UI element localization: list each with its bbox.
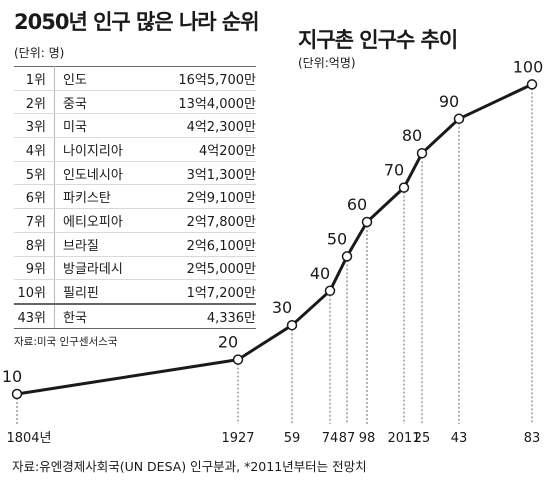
ranking-rank: 6위 [14,184,55,210]
x-tick-label: 1804년 [6,431,51,446]
ranking-population: 2억7,800만 [159,208,256,233]
ranking-population: 2억6,100만 [159,232,256,257]
data-point [286,319,298,331]
value-label: 50 [327,229,347,248]
data-point [341,251,353,262]
ranking-population: 4억2,300만 [159,113,256,139]
series-line [16,83,533,396]
value-label: 40 [310,264,330,283]
ranking-population: 13억4,000만 [159,90,256,115]
ranking-population: 16억5,700만 [159,66,256,91]
value-label: 90 [439,92,459,111]
ranking-population: 2억9,100만 [159,184,256,210]
value-label: 20 [218,333,238,352]
ranking-rank: 9위 [14,256,55,281]
ranking-row: 6위 파키스탄 2억9,100만 [14,184,256,210]
value-label: 10 [2,367,22,386]
ranking-row: 3위 미국 4억2,300만 [14,113,256,139]
ranking-row: 10위 필리핀 1억7,200만 [14,279,256,305]
population-series [11,79,538,400]
ranking-country: 필리핀 [54,279,159,305]
ranking-row: 7위 에티오피아 2억7,800만 [14,208,256,233]
ranking-country: 나이지리아 [54,137,159,162]
ranking-row: 2위 중국 13억4,000만 [14,90,256,115]
ranking-country: 방글라데시 [54,256,159,281]
x-tick-label: 98 [359,431,376,446]
ranking-row: 8위 브라질 2억6,100만 [14,232,256,257]
ranking-population: 1억7,200만 [159,279,256,305]
x-tick-label: 83 [524,431,541,446]
ranking-unit: (단위: 명) [14,46,65,60]
x-tick-label: 1927 [221,431,254,446]
x-tick-label: 2011 [387,431,420,446]
ranking-country: 인도 [54,66,159,91]
ranking-source: 자료:미국 인구센서스국 [14,336,118,348]
data-point [11,388,23,400]
ranking-country: 한국 [54,302,159,329]
ranking-country: 에티오피아 [54,208,159,233]
chart-unit: (단위:억명) [298,56,356,70]
ranking-row: 9위 방글라데시 2억5,000만 [14,256,256,281]
data-point [526,79,538,90]
data-point [361,216,373,228]
value-label: 60 [347,195,367,214]
x-tick-label: 59 [284,431,301,446]
value-label: 30 [272,298,292,317]
ranking-population: 4억200만 [159,137,256,162]
x-tick-label: 74 [322,431,339,446]
x-tick-label: 25 [414,431,431,446]
ranking-population: 3억1,300만 [159,161,256,186]
ranking-country: 인도네시아 [54,161,159,186]
ranking-rank: 5위 [14,161,55,186]
value-label: 80 [402,126,422,145]
ranking-row: 4위 나이지리아 4억200만 [14,137,256,162]
x-tick-label: 43 [451,431,468,446]
ranking-rank: 3위 [14,113,55,139]
value-label: 70 [384,161,404,180]
ranking-country: 미국 [54,113,159,139]
ranking-rank: 4위 [14,137,55,162]
chart-title: 지구촌 인구수 추이 [298,28,458,52]
data-point [398,182,410,193]
data-point [324,285,336,297]
ranking-rank: 8위 [14,232,55,257]
ranking-row: 1위 인도 16억5,700만 [14,66,256,91]
ranking-rank: 10위 [14,279,55,305]
ranking-population: 2억5,000만 [159,256,256,281]
ranking-rank: 43위 [14,302,55,329]
ranking-row: 43위 한국 4,336만 [14,302,256,329]
value-label: 100 [513,57,544,76]
ranking-rank: 2위 [14,90,55,115]
ranking-row: 5위 인도네시아 3억1,300만 [14,161,256,186]
data-point [232,354,244,365]
footer-source: 자료:유엔경제사회국(UN DESA) 인구분과, *2011년부터는 전망치 [12,459,367,474]
data-point [416,147,428,159]
ranking-title: 2050년 인구 많은 나라 순위 [14,10,260,34]
ranking-country: 중국 [54,90,159,115]
ranking-country: 파키스탄 [54,184,159,210]
ranking-population: 4,336만 [159,302,256,329]
x-tick-label: 87 [339,431,356,446]
data-point [453,113,465,125]
ranking-country: 브라질 [54,232,159,257]
ranking-rank: 1위 [14,66,55,91]
drop-lines [16,84,533,424]
ranking-rank: 7위 [14,208,55,233]
ranking-table: 1위 인도 16억5,700만 2위 중국 13억4,000만 3위 미국 4억2,300만 4위… [14,66,256,329]
